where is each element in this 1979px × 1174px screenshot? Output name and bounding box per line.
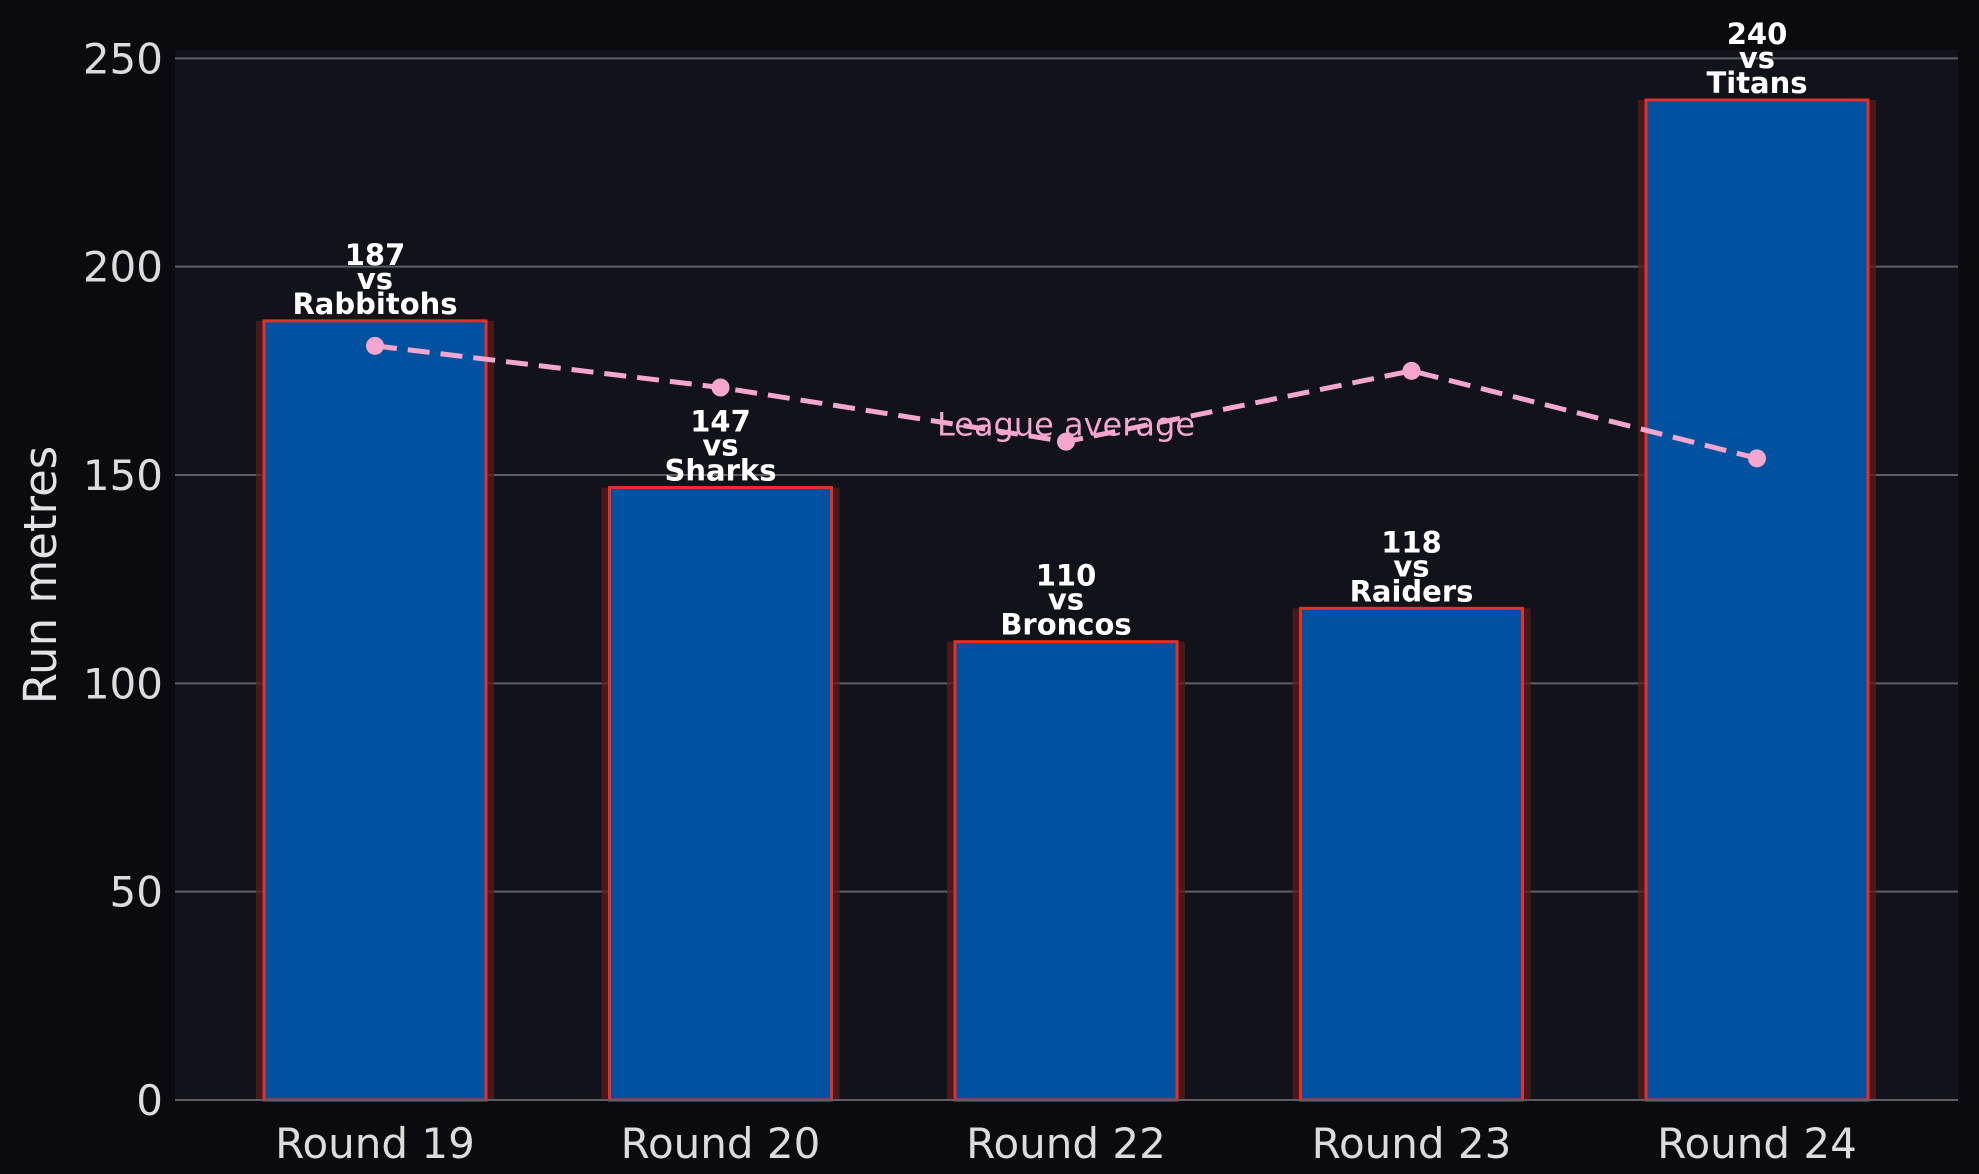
bar-opponent-label: Titans bbox=[1706, 66, 1807, 100]
bar bbox=[1644, 98, 1870, 1102]
x-tick-label: Round 19 bbox=[275, 1119, 475, 1168]
bar-value-label: 110 bbox=[1036, 559, 1097, 593]
league-average-point bbox=[1057, 432, 1075, 451]
league-average-series: League average bbox=[366, 336, 1766, 468]
bar-value-label: 187 bbox=[345, 238, 406, 272]
y-tick-label: 50 bbox=[110, 868, 163, 917]
bar bbox=[953, 640, 1179, 1102]
bar-labels: 187vsRabbitohs147vsSharks110vsBroncos118… bbox=[292, 17, 1807, 642]
league-average-point bbox=[1748, 449, 1766, 468]
x-axis: Round 19 Round 20 Round 22 Round 23 Round 24 bbox=[175, 1099, 1958, 1168]
bar-vs-label: vs bbox=[1048, 583, 1084, 617]
bar-vs-label: vs bbox=[357, 262, 393, 296]
bar-opponent-label: Rabbitohs bbox=[292, 287, 457, 321]
bar-vs-label: vs bbox=[702, 429, 738, 463]
bar-value-label: 240 bbox=[1727, 17, 1788, 51]
bar-opponent-label: Sharks bbox=[665, 454, 777, 488]
bar-value-label: 118 bbox=[1381, 525, 1442, 559]
y-axis: 0 50 100 150 200 250 bbox=[83, 34, 163, 1125]
bar bbox=[1299, 606, 1524, 1102]
league-average-point bbox=[366, 336, 384, 355]
y-tick-label: 100 bbox=[83, 659, 163, 708]
y-tick-label: 250 bbox=[83, 34, 163, 83]
y-tick-label: 200 bbox=[83, 243, 163, 292]
bars bbox=[256, 98, 1876, 1102]
bar-value-label: 147 bbox=[690, 405, 751, 439]
y-tick-label: 150 bbox=[83, 451, 163, 500]
x-tick-label: Round 22 bbox=[966, 1119, 1166, 1168]
bar-vs-label: vs bbox=[1739, 41, 1775, 75]
y-tick-label: 0 bbox=[136, 1076, 163, 1125]
bar bbox=[608, 486, 833, 1102]
bar-opponent-label: Broncos bbox=[1000, 608, 1131, 642]
bar-vs-label: vs bbox=[1393, 549, 1429, 583]
x-tick-label: Round 24 bbox=[1657, 1119, 1857, 1168]
x-tick-label: Round 20 bbox=[621, 1119, 821, 1168]
league-average-point bbox=[711, 378, 730, 397]
league-average-label: League average bbox=[937, 406, 1195, 444]
bar-opponent-label: Raiders bbox=[1350, 574, 1474, 608]
y-axis-label: Run metres bbox=[14, 446, 67, 704]
league-average-point bbox=[1402, 361, 1421, 380]
bar bbox=[262, 319, 488, 1102]
x-tick-label: Round 23 bbox=[1312, 1119, 1512, 1168]
